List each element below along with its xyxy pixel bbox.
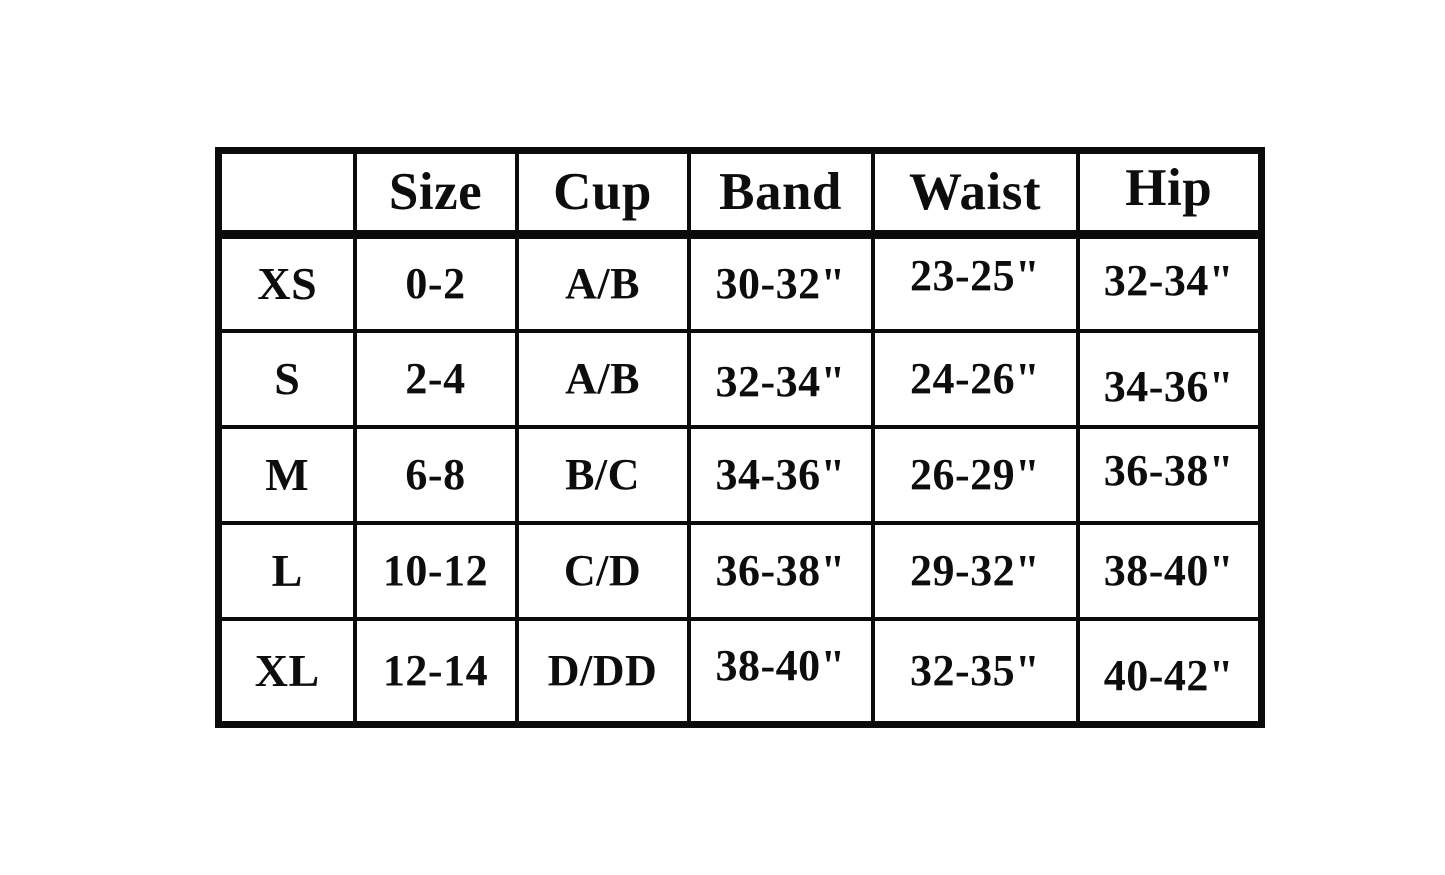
cell-value: 0-2 xyxy=(405,259,466,309)
cell-l-band: 36-38" xyxy=(686,520,875,621)
header-label-size: Size xyxy=(388,163,483,221)
cell-xs-hip: 32-34" xyxy=(1075,232,1264,333)
row-label-s: S xyxy=(216,328,357,429)
header-cell-band: Band xyxy=(686,148,875,239)
cell-m-cup: B/C xyxy=(514,424,691,525)
cell-value: 29-32" xyxy=(909,546,1041,595)
cell-value: B/C xyxy=(565,450,640,499)
size-chart-body: XS 0-2 A/B 30-32" 23-25" 32-34" S 2-4 A/B 32-34" 2… xyxy=(216,232,1264,727)
cell-value: 32-35" xyxy=(909,646,1041,696)
cell-value: C/D xyxy=(563,546,642,595)
cell-value: 38-40" xyxy=(1103,546,1234,595)
row-label-xl: XL xyxy=(216,616,357,727)
cell-xs-size: 0-2 xyxy=(352,232,519,333)
cell-value: 40-42" xyxy=(1103,651,1234,701)
row-label-l: L xyxy=(216,520,357,621)
cell-value: 12-14 xyxy=(382,646,489,696)
cell-value: 34-36" xyxy=(1103,362,1234,411)
cell-value: 10-12 xyxy=(382,546,489,595)
cell-value: A/B xyxy=(565,259,640,309)
header-label-hip: Hip xyxy=(1125,159,1213,217)
cell-value: A/B xyxy=(565,354,640,403)
cell-xs-band: 30-32" xyxy=(686,232,875,333)
header-label-waist: Waist xyxy=(908,163,1042,221)
cell-m-size: 6-8 xyxy=(352,424,519,525)
cell-s-hip: 34-36" xyxy=(1075,328,1264,429)
header-cell-cup: Cup xyxy=(514,148,691,239)
cell-value: 30-32" xyxy=(715,259,846,309)
cell-value: D/DD xyxy=(547,646,658,696)
cell-value: 23-25" xyxy=(909,251,1041,301)
table-row-m: M 6-8 B/C 34-36" 26-29" 36-38" xyxy=(216,424,1264,525)
cell-l-hip: 38-40" xyxy=(1075,520,1264,621)
table-row-xl: XL 12-14 D/DD 38-40" 32-35" 40-42" xyxy=(216,616,1264,727)
cell-value: 34-36" xyxy=(715,450,846,499)
cell-value: 24-26" xyxy=(909,354,1041,403)
cell-s-waist: 24-26" xyxy=(870,328,1080,429)
cell-xl-waist: 32-35" xyxy=(870,616,1080,727)
cell-s-cup: A/B xyxy=(514,328,691,429)
row-label-xs: XS xyxy=(216,232,357,333)
cell-xs-waist: 23-25" xyxy=(870,232,1080,333)
cell-xl-hip: 40-42" xyxy=(1075,616,1264,727)
table-row-l: L 10-12 C/D 36-38" 29-32" 38-40" xyxy=(216,520,1264,621)
row-label-text: XL xyxy=(254,645,320,697)
row-label-text: XS xyxy=(257,258,318,310)
cell-value: 26-29" xyxy=(909,450,1041,499)
header-cell-blank xyxy=(216,148,357,239)
table-row-xs: XS 0-2 A/B 30-32" 23-25" 32-34" xyxy=(216,232,1264,333)
table-row-s: S 2-4 A/B 32-34" 24-26" 34-36" xyxy=(216,328,1264,429)
cell-m-hip: 36-38" xyxy=(1075,424,1264,525)
header-row: Size Cup Band Waist Hip xyxy=(216,148,1264,239)
cell-value: 32-34" xyxy=(715,357,846,406)
header-label-cup: Cup xyxy=(553,163,652,221)
row-label-m: M xyxy=(216,424,357,525)
row-label-text: M xyxy=(265,449,310,500)
cell-value: 36-38" xyxy=(1103,446,1234,495)
cell-s-size: 2-4 xyxy=(352,328,519,429)
cell-m-waist: 26-29" xyxy=(870,424,1080,525)
cell-value: 32-34" xyxy=(1103,256,1234,306)
cell-s-band: 32-34" xyxy=(686,328,875,429)
header-cell-hip: Hip xyxy=(1075,148,1264,239)
cell-l-cup: C/D xyxy=(514,520,691,621)
cell-l-waist: 29-32" xyxy=(870,520,1080,621)
cell-value: 6-8 xyxy=(405,450,466,499)
cell-m-band: 34-36" xyxy=(686,424,875,525)
cell-value: 38-40" xyxy=(715,641,846,691)
size-chart-table: Size Cup Band Waist Hip XS 0-2 A/B 30-32" 23-25"… xyxy=(215,147,1265,728)
cell-value: 2-4 xyxy=(405,354,466,403)
header-label-band: Band xyxy=(719,163,842,221)
size-chart-header: Size Cup Band Waist Hip xyxy=(216,148,1264,239)
cell-xl-cup: D/DD xyxy=(514,616,691,727)
cell-xl-size: 12-14 xyxy=(352,616,519,727)
row-label-text: L xyxy=(271,545,303,596)
cell-value: 36-38" xyxy=(715,546,846,595)
header-cell-waist: Waist xyxy=(870,148,1080,239)
cell-xs-cup: A/B xyxy=(514,232,691,333)
header-cell-size: Size xyxy=(352,148,519,239)
cell-l-size: 10-12 xyxy=(352,520,519,621)
cell-xl-band: 38-40" xyxy=(686,616,875,727)
row-label-text: S xyxy=(274,353,301,404)
